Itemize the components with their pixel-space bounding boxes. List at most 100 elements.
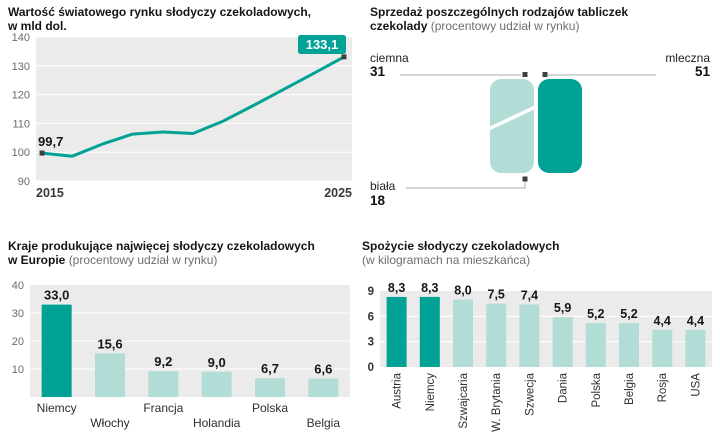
chart-subtitle: (procentowy udział w rynku) — [430, 19, 580, 33]
y-tick-label: 0 — [368, 362, 374, 374]
chart-title-line2: w Europie (procentowy udział w rynku) — [8, 253, 315, 267]
bar-category-label: Dania — [558, 372, 570, 403]
segment-value-ciemna: 31 — [370, 64, 386, 79]
bar-category-label: W. Brytania — [491, 372, 503, 431]
panel-world-market: 140 130 120 110 100 90 99,7 133,1 2015 2025 Warto… — [8, 5, 360, 230]
segment-label-biala: biała — [370, 179, 396, 193]
y-tick-label: 6 — [368, 311, 374, 323]
y-tick-label: 130 — [12, 61, 30, 73]
bar-category-label: Rosja — [657, 372, 669, 402]
bar-Niemcy — [419, 296, 440, 367]
chart-subtitle: (procentowy udział w rynku) — [68, 253, 218, 267]
bar-category-label: Niemcy — [37, 401, 77, 415]
segment-value-mleczna: 51 — [694, 64, 710, 79]
trend-line — [40, 55, 346, 158]
bar-Francja — [148, 371, 179, 397]
bar-value-label: 5,2 — [620, 307, 637, 321]
bar-category-label: Szwecja — [524, 372, 536, 415]
start-value-label: 99,7 — [38, 134, 63, 149]
producers-chart: 40 30 20 10 33,0 Niemcy 15,6 Włochy 9,2 Francja 9,… — [12, 280, 350, 430]
marker-mleczna — [542, 72, 548, 77]
bar-Polska — [585, 323, 606, 367]
marker-biala — [522, 176, 528, 182]
bar-category-label: Francja — [143, 401, 183, 415]
bar-value-label: 4,4 — [687, 314, 704, 328]
segment-label-mleczna: mleczna — [665, 51, 710, 65]
bar-category-label: Włochy — [90, 416, 129, 430]
piece-milk — [538, 79, 582, 173]
bar-Dania — [552, 317, 573, 367]
bar-value-label: 7,5 — [488, 288, 505, 302]
piece-dark-and-white — [490, 79, 534, 173]
bar-category-label: USA — [690, 373, 702, 397]
chart-title-line2: w mld dol. — [8, 19, 67, 33]
bar-Włochy — [95, 353, 125, 397]
chart-subtitle: (w kilogramach na mieszkańca) — [362, 253, 531, 267]
chart-title-line1: Wartość światowego rynku słodyczy czekol… — [8, 5, 311, 19]
bar-Szwajcaria — [453, 299, 473, 367]
connector-biala — [406, 182, 526, 189]
bar-value-label: 8,3 — [421, 281, 438, 295]
y-tick-label: 20 — [12, 336, 24, 348]
bar-USA — [685, 329, 706, 367]
chart-title-line1: Sprzedaż poszczególnych rodzajów tablicz… — [370, 5, 629, 19]
panel-producers: 40 30 20 10 33,0 Niemcy 15,6 Włochy 9,2 Francja 9,… — [8, 239, 354, 446]
y-tick-label: 30 — [12, 308, 24, 320]
bar-value-label: 4,4 — [654, 314, 671, 328]
bar-Szwecja — [519, 304, 540, 367]
chart-title-line2: czekolady (procentowy udział w rynku) — [370, 19, 628, 33]
bar-category-label: Szwajcaria — [458, 372, 470, 428]
bar-category-label: Polska — [252, 401, 288, 415]
plot-area — [36, 37, 352, 181]
panel-bar-types: Sprzedaż poszczególnych rodzajów tablicz… — [370, 5, 712, 230]
bar-Niemcy — [41, 304, 72, 397]
bar-category-label: Holandia — [193, 416, 241, 430]
bar-category-label: Niemcy — [425, 373, 437, 412]
point-marker — [341, 54, 347, 60]
chart-title-producers: Kraje produkujące najwięcej słodyczy cze… — [8, 239, 315, 267]
bar-Holandia — [201, 371, 232, 397]
bar-value-label: 9,2 — [154, 354, 172, 369]
y-tick-label: 9 — [368, 286, 374, 298]
y-tick-label: 10 — [12, 364, 24, 376]
y-tick-label: 90 — [18, 176, 30, 188]
bar-Austria — [386, 296, 407, 367]
bar-category-label: Polska — [591, 372, 603, 407]
chart-title-line1: Kraje produkujące najwięcej słodyczy cze… — [8, 239, 315, 253]
x-label-end: 2025 — [324, 186, 352, 200]
bar-category-label: Austria — [392, 372, 404, 408]
chart-title-bar-types: Sprzedaż poszczególnych rodzajów tablicz… — [370, 5, 628, 33]
chart-title-world-market: Wartość światowego rynku słodyczy czekol… — [8, 5, 311, 33]
end-value-label: 133,1 — [306, 37, 339, 52]
bar-value-label: 6,7 — [261, 361, 279, 376]
chart-title-consumption: Spożycie słodyczy czekoladowych (w kilog… — [362, 239, 559, 267]
chart-title-line2-bold: w Europie — [8, 253, 66, 267]
y-tick-label: 100 — [12, 147, 30, 159]
segment-label-ciemna: ciemna — [370, 51, 409, 65]
marker-ciemna — [522, 72, 528, 77]
y-tick-label: 40 — [12, 280, 24, 292]
x-label-start: 2015 — [36, 186, 64, 200]
chocolate-types-graphic — [400, 72, 656, 189]
bar-value-label: 6,6 — [314, 362, 332, 377]
y-tick-label: 120 — [12, 90, 30, 102]
y-tick-label: 140 — [12, 32, 30, 44]
bar-Rosja — [652, 329, 673, 367]
bar-Belgia — [619, 323, 639, 367]
chart-title-line2-bold: czekolady — [370, 19, 428, 33]
end-value-box — [298, 35, 346, 54]
bar-value-label: 15,6 — [97, 336, 122, 351]
bar-W. Brytania — [486, 303, 507, 367]
bar-Polska — [255, 378, 285, 397]
bar-value-label: 8,3 — [388, 281, 405, 295]
bar-category-label: Belgia — [624, 372, 636, 405]
panel-consumption: 9 6 3 0 8,3 Austria 8,3 Niemcy 8,0 Szwajcaria 7,5 W… — [362, 239, 714, 446]
y-tick-label: 3 — [368, 337, 374, 349]
world-market-chart: 140 130 120 110 100 90 99,7 133,1 2015 2025 — [12, 32, 352, 200]
bar-value-label: 9,0 — [208, 355, 226, 370]
bar-value-label: 7,4 — [521, 289, 538, 303]
consumption-chart: 9 6 3 0 8,3 Austria 8,3 Niemcy 8,0 Szwajcaria 7,5 W… — [368, 281, 712, 432]
y-tick-label: 110 — [12, 118, 30, 130]
bar-category-label: Belgia — [307, 416, 341, 430]
